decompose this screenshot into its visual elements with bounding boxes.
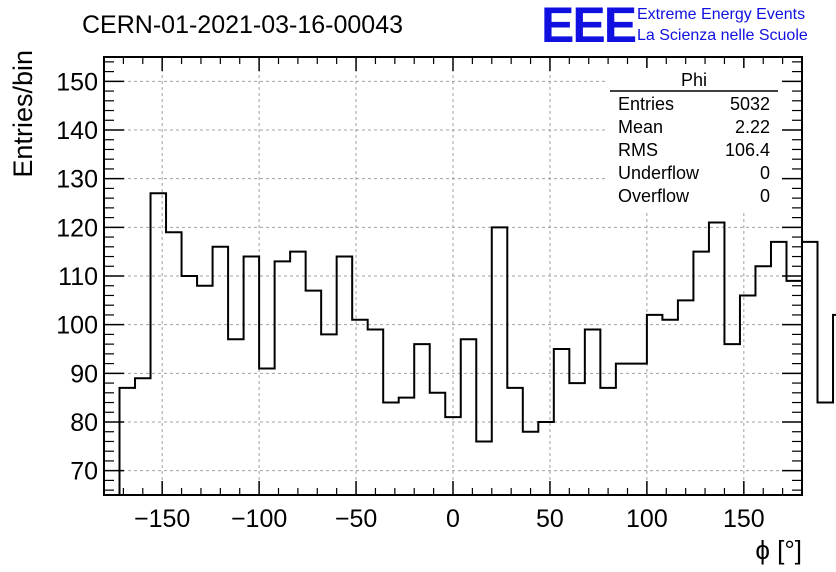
grid-lines — [104, 57, 802, 495]
y-tick-labels: 70 80 90 100 110 120 130 140 150 — [56, 68, 98, 485]
stats-row-label: Mean — [618, 117, 663, 137]
eee-logo: EEE Extreme Energy Events La Scienza nel… — [541, 0, 808, 53]
stats-row-value: 0 — [760, 186, 770, 206]
logo-line-2: La Scienza nelle Scuole — [637, 27, 808, 44]
y-tick-label: 130 — [56, 166, 98, 194]
run-title: CERN-01-2021-03-16-00043 — [82, 11, 403, 39]
y-tick-label: 140 — [56, 117, 98, 145]
x-tick-label: 100 — [626, 505, 668, 533]
stats-row-value: 0 — [760, 163, 770, 183]
y-tick-label: 70 — [70, 458, 98, 486]
axis-ticks — [103, 57, 803, 495]
y-tick-label: 100 — [56, 312, 98, 340]
stats-row-label: Entries — [618, 94, 674, 114]
stats-row-value: 2.22 — [735, 117, 770, 137]
x-tick-label: −150 — [134, 505, 190, 533]
y-tick-label: 90 — [70, 360, 98, 388]
stats-row-value: 106.4 — [725, 140, 770, 160]
x-tick-label: 50 — [536, 505, 564, 533]
stats-box: Phi Entries 5032 Mean 2.22 RMS 106.4 Underflow… — [608, 68, 780, 210]
logo-letters: EEE — [541, 0, 636, 53]
x-axis-label: ϕ [°] — [755, 535, 802, 565]
stats-title: Phi — [681, 70, 707, 90]
stats-row-label: Underflow — [618, 163, 700, 183]
y-tick-label: 120 — [56, 214, 98, 242]
y-tick-label: 80 — [70, 409, 98, 437]
histogram-line — [118, 192, 836, 495]
x-tick-label: 150 — [723, 505, 765, 533]
x-tick-label: 0 — [446, 505, 460, 533]
x-tick-label: −100 — [231, 505, 287, 533]
y-axis-label: Entries/bin — [8, 50, 38, 178]
x-tick-label: −50 — [335, 505, 377, 533]
stats-row-label: Overflow — [618, 186, 690, 206]
stats-row-label: RMS — [618, 140, 658, 160]
logo-line-1: Extreme Energy Events — [637, 6, 805, 23]
stats-row-value: 5032 — [730, 94, 770, 114]
y-tick-label: 110 — [58, 263, 98, 291]
y-tick-label: 150 — [56, 68, 98, 96]
x-tick-labels: −150 −100 −50 0 50 100 150 — [134, 505, 765, 533]
